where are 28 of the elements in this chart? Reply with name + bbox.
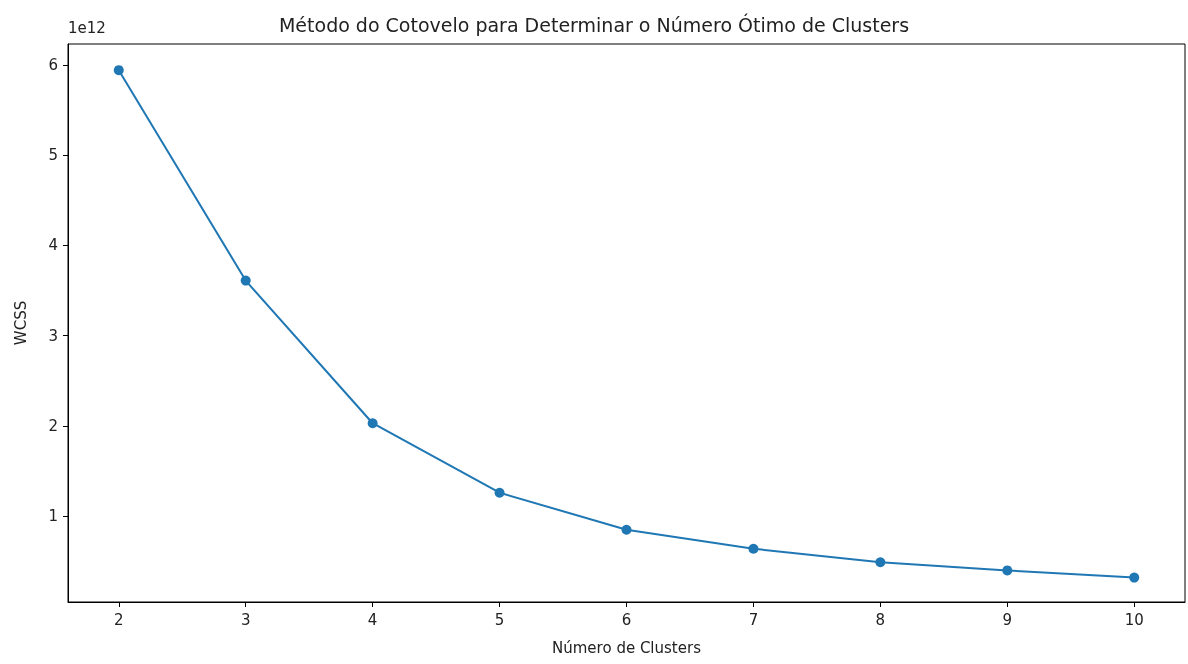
- x-tick-label: 6: [621, 610, 632, 629]
- point: [113, 65, 124, 76]
- point: [621, 524, 632, 535]
- y-tick-label: 4: [48, 236, 58, 255]
- point: [494, 487, 505, 498]
- point: [1002, 565, 1013, 576]
- x-axis-title: Número de Clusters: [552, 638, 702, 657]
- x-tick-label: 4: [367, 610, 378, 629]
- x-tick-label: 10: [1124, 610, 1144, 629]
- x-tick-label: 7: [748, 610, 759, 629]
- point: [240, 275, 251, 286]
- x-tick-label: 3: [240, 610, 251, 629]
- point: [875, 557, 886, 568]
- x-tick-label: 2: [114, 610, 124, 629]
- point: [1129, 572, 1140, 583]
- y-tick-label: 3: [48, 326, 58, 345]
- text: 1e12: [68, 18, 106, 37]
- y-tick-label: 1: [48, 507, 58, 526]
- y-tick-label: 6: [48, 55, 58, 74]
- y-axis-title: WCSS: [11, 300, 30, 346]
- y-tick-label: 5: [48, 146, 58, 165]
- x-tick-label: 8: [875, 610, 886, 629]
- chart-title: Método do Cotovelo para Determinar o Número Ótimo de Clusters: [278, 12, 910, 36]
- point: [367, 418, 378, 429]
- point: [748, 543, 759, 554]
- x-tick-label: 5: [494, 610, 505, 629]
- x-tick-label: 9: [1002, 610, 1013, 629]
- y-tick-label: 2: [48, 416, 58, 435]
